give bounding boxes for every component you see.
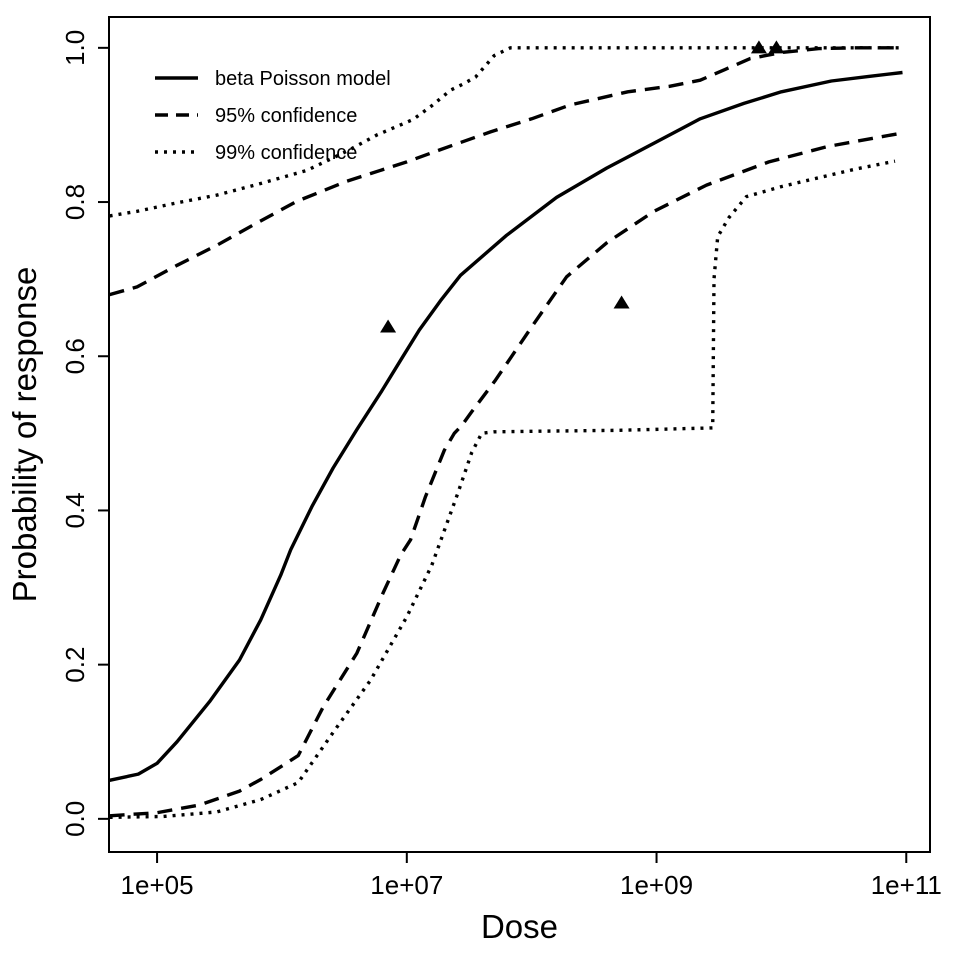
legend: beta Poisson model 95% confidence 99% conf… bbox=[155, 68, 391, 164]
legend-label: beta Poisson model bbox=[215, 68, 391, 90]
plot-border bbox=[108, 16, 931, 853]
y-tick-label: 0.0 bbox=[60, 801, 90, 837]
curves-layer bbox=[109, 46, 903, 819]
curve-95-confidence-upper bbox=[109, 46, 903, 297]
data-point-triangle bbox=[768, 40, 785, 54]
data-point-triangle bbox=[380, 319, 397, 333]
observed-points-layer bbox=[380, 40, 785, 333]
x-tick-label: 1e+07 bbox=[370, 870, 443, 900]
y-axis-title: Probability of response bbox=[6, 267, 43, 603]
y-tick-label: 0.6 bbox=[60, 338, 90, 374]
y-tick-label: 0.8 bbox=[60, 184, 90, 220]
curve-99-confidence-lower bbox=[109, 159, 896, 819]
x-tick-label: 1e+09 bbox=[620, 870, 693, 900]
data-point-triangle bbox=[613, 295, 630, 309]
data-point-triangle bbox=[750, 40, 767, 54]
y-tick-label: 0.4 bbox=[60, 492, 90, 528]
axes-layer: 1e+05 1e+07 1e+09 1e+11 0.0 0.2 0.4 0.6 0.8 1.0 bbox=[60, 30, 942, 900]
legend-label: 95% confidence bbox=[215, 105, 357, 127]
curve-beta-poisson-model bbox=[109, 70, 903, 782]
x-tick-label: 1e+11 bbox=[871, 870, 942, 900]
y-tick-label: 1.0 bbox=[60, 30, 90, 66]
legend-label: 99% confidence bbox=[215, 142, 357, 164]
x-axis-title: Dose bbox=[481, 908, 558, 945]
x-tick-label: 1e+05 bbox=[121, 870, 194, 900]
curve-95-confidence-lower bbox=[109, 131, 901, 818]
y-tick-label: 0.2 bbox=[60, 647, 90, 683]
